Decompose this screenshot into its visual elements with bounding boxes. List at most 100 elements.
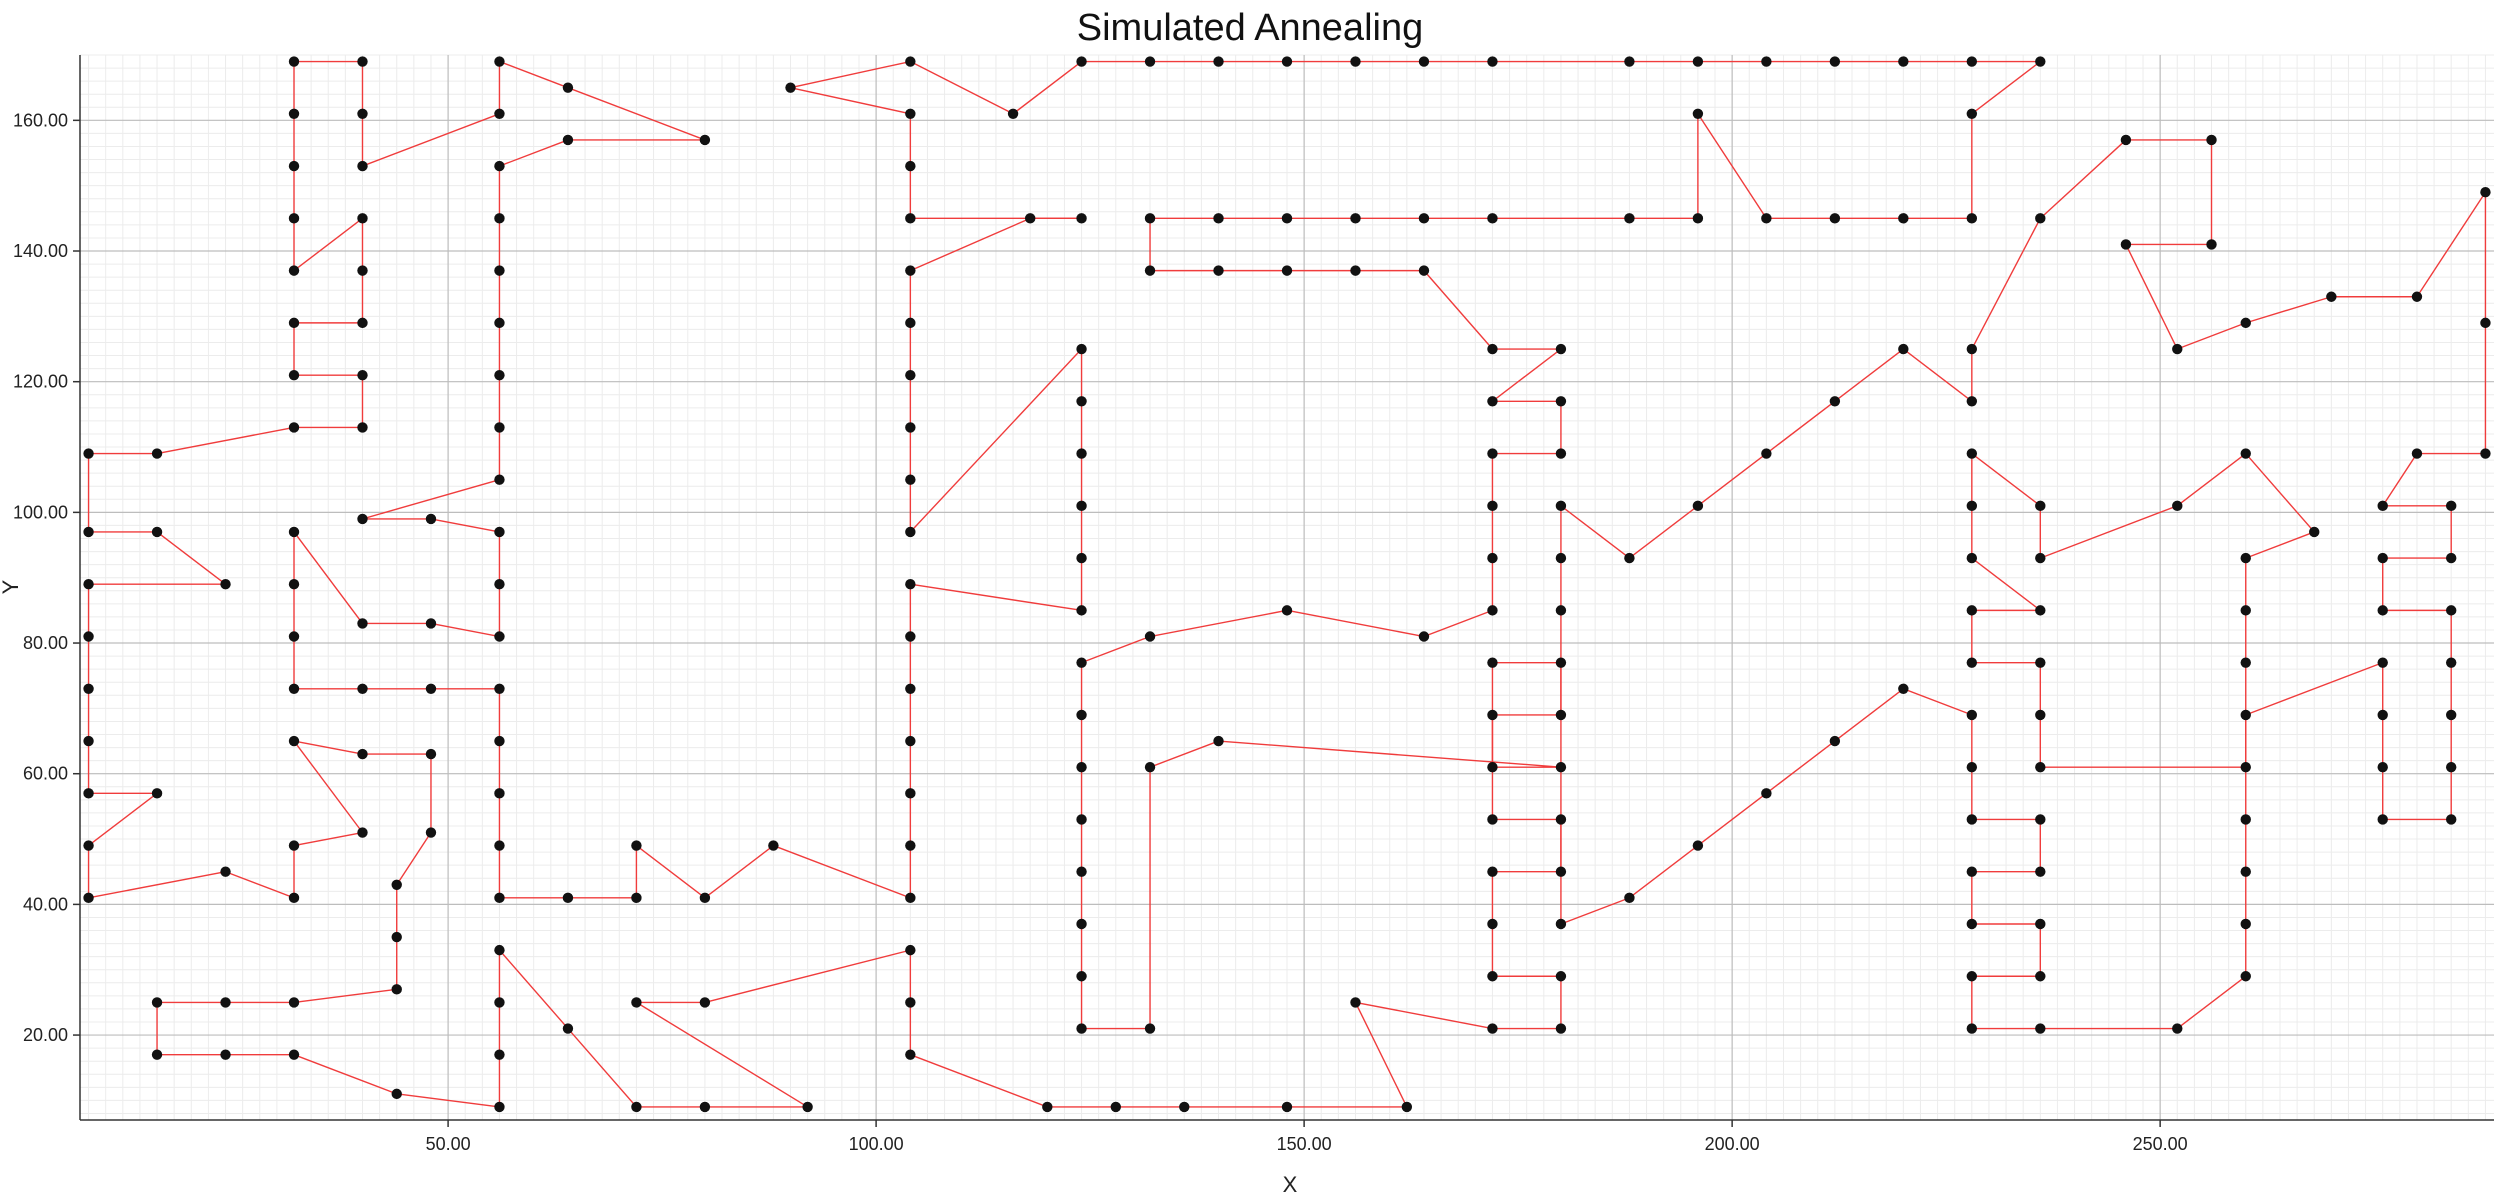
city-point [494, 526, 505, 538]
city-point [1487, 657, 1498, 668]
city-point [1076, 552, 1087, 564]
city-point [1555, 761, 1567, 773]
y-tick-label: 100.00 [13, 502, 68, 522]
tour-edge [430, 518, 500, 533]
y-tick-label: 20.00 [23, 1025, 68, 1045]
city-point [1281, 1101, 1293, 1113]
city-point [1076, 709, 1087, 721]
city-point [1401, 1101, 1413, 1113]
city-point [2309, 526, 2320, 538]
city-point [494, 265, 505, 276]
city-point [1829, 396, 1841, 407]
city-point [83, 683, 94, 694]
city-point [2240, 317, 2251, 329]
chart-title: Simulated Annealing [1077, 7, 1423, 49]
city-point [1418, 56, 1430, 67]
city-point [1144, 56, 1156, 67]
tour-edge [909, 348, 1083, 533]
city-point [631, 997, 642, 1008]
city-point [494, 631, 505, 642]
city-point [2035, 761, 2046, 773]
city-point [357, 827, 368, 838]
city-point [151, 997, 163, 1008]
tour-edge [2176, 453, 2247, 507]
city-point [905, 526, 916, 538]
city-point [905, 369, 916, 381]
tour-edge [1903, 688, 1973, 716]
city-point [1761, 788, 1772, 799]
tour-edge [396, 832, 432, 886]
tour-edge [635, 845, 706, 899]
city-point [2035, 866, 2046, 877]
city-point [1076, 213, 1087, 224]
city-point [2172, 1023, 2183, 1034]
city-point [494, 422, 505, 433]
city-point [1076, 1023, 1087, 1034]
city-point [1555, 971, 1567, 982]
tour-edge [430, 622, 500, 638]
tour-edge [156, 531, 226, 585]
city-point [2445, 552, 2457, 564]
city-point [905, 683, 916, 694]
city-point [1144, 1023, 1156, 1034]
city-point [1966, 213, 1978, 224]
city-point [288, 213, 300, 224]
city-point [1966, 396, 1978, 407]
city-point [905, 997, 916, 1008]
city-point [83, 892, 94, 904]
city-point [425, 618, 437, 629]
city-point [1418, 631, 1430, 642]
city-point [2377, 761, 2388, 773]
tour-edge [1971, 557, 2041, 611]
y-axis-label: Y [0, 579, 23, 594]
tour-edge [1971, 453, 2041, 507]
city-point [699, 892, 711, 904]
city-point [1213, 213, 1224, 224]
city-point [1076, 866, 1087, 877]
tour-edge [1218, 740, 1561, 768]
city-point [494, 683, 505, 694]
tour-edge [293, 217, 363, 272]
city-point [1966, 866, 1978, 877]
tour-points [83, 56, 2491, 1113]
city-point [1076, 814, 1087, 825]
city-point [1966, 448, 1978, 459]
city-point [425, 683, 437, 694]
city-point [288, 892, 300, 904]
city-point [1829, 213, 1841, 224]
axes-layer [73, 55, 2494, 1127]
city-point [905, 735, 916, 747]
city-point [494, 474, 505, 485]
tour-edge [1628, 845, 1699, 899]
city-point [1076, 657, 1087, 668]
city-point [391, 879, 402, 890]
city-point [494, 108, 505, 120]
tour-edge [1697, 113, 1767, 219]
city-point [494, 735, 505, 747]
tour-edge [1628, 505, 1699, 559]
city-point [494, 1049, 505, 1060]
city-point [905, 579, 916, 590]
city-point [1966, 657, 1978, 668]
city-point [494, 944, 505, 956]
tour-edge [1902, 348, 1973, 402]
city-point [562, 134, 574, 146]
city-point [905, 56, 916, 67]
city-point [1624, 892, 1635, 904]
city-point [357, 56, 368, 67]
city-point [2035, 709, 2046, 721]
city-point [1487, 343, 1498, 355]
city-point [1966, 1023, 1978, 1034]
city-point [1007, 108, 1019, 120]
tour-edge [567, 87, 706, 141]
city-point [1555, 396, 1567, 407]
city-point [357, 265, 368, 276]
city-point [2445, 657, 2457, 668]
tour-edge [396, 1093, 500, 1108]
tour-edge [910, 217, 1031, 272]
city-point [1281, 265, 1293, 276]
city-point [1487, 709, 1498, 721]
city-point [1761, 213, 1772, 224]
city-point [288, 265, 300, 276]
